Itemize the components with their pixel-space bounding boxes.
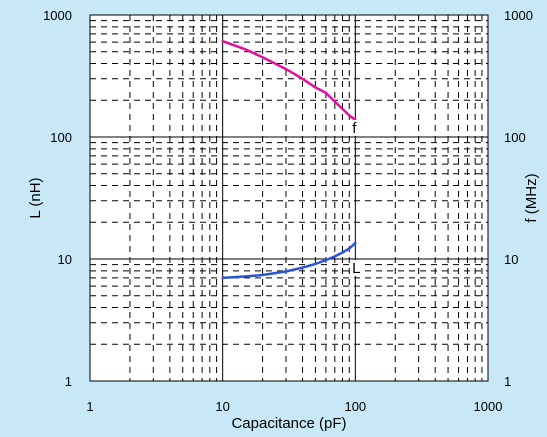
series-label-l: L — [352, 260, 360, 277]
series-label-bg-f — [348, 119, 361, 136]
series-label-bg-l — [350, 260, 363, 276]
x-tick-label: 1000 — [474, 399, 503, 414]
x-tick-label: 1 — [86, 399, 93, 414]
y-tick-label-right: 1 — [504, 374, 511, 389]
x-axis-label: Capacitance (pF) — [231, 415, 346, 432]
y-axis-label-left: L (nH) — [27, 177, 44, 218]
y-tick-label-right: 100 — [504, 130, 526, 145]
y-tick-label-left: 10 — [58, 252, 72, 267]
y-tick-label-left: 1 — [65, 374, 72, 389]
y-tick-labels-left: 1 10 100 1000 — [43, 8, 72, 389]
y-tick-label-right: 10 — [504, 252, 518, 267]
plot-area — [89, 14, 489, 382]
x-tick-label: 10 — [215, 399, 229, 414]
x-tick-label: 100 — [344, 399, 366, 414]
y-tick-labels-right: 1 10 100 1000 — [504, 8, 533, 389]
y-tick-label-left: 100 — [50, 130, 72, 145]
x-tick-labels: 1 10 100 1000 — [86, 399, 502, 414]
grid — [90, 15, 488, 381]
series-line-l — [221, 241, 357, 280]
series-line-f — [221, 39, 357, 122]
y-axis-label-right: f (MHz) — [523, 173, 540, 222]
y-tick-label-left: 1000 — [43, 8, 72, 23]
series-lines — [221, 39, 357, 280]
series-labels: fL — [348, 119, 363, 277]
y-tick-label-right: 1000 — [504, 8, 533, 23]
series-label-f: f — [352, 120, 357, 137]
